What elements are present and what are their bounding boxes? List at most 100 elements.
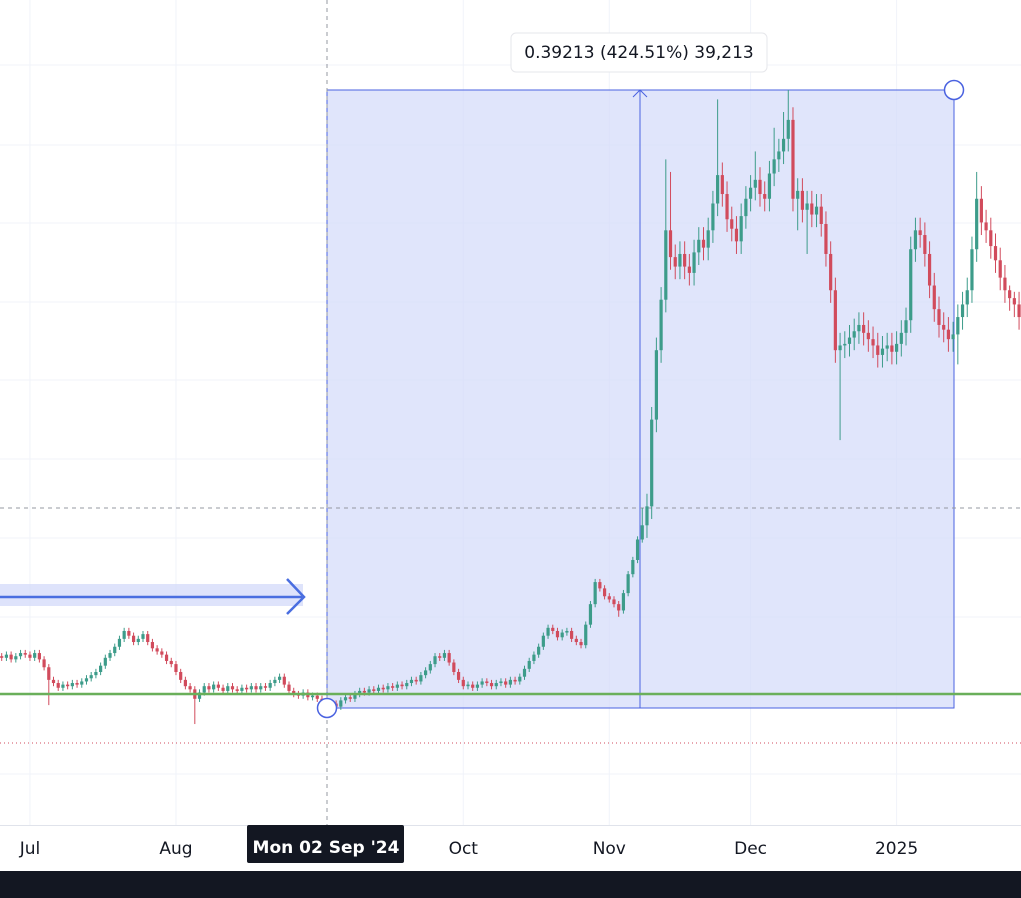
candle-body	[117, 638, 122, 647]
candle-body	[664, 230, 668, 300]
candle-body	[1008, 290, 1012, 299]
candle-body	[574, 638, 578, 643]
candle-body	[315, 695, 319, 699]
candle-body	[169, 660, 173, 665]
candle-body	[447, 653, 451, 663]
candle-body	[716, 175, 720, 204]
candle-body	[555, 630, 560, 638]
candle-body	[339, 700, 343, 707]
candle-body	[42, 659, 46, 668]
candle-body	[89, 675, 93, 679]
candle-body	[824, 223, 828, 254]
candle-body	[381, 687, 385, 690]
candle-body	[584, 624, 588, 646]
candle-body	[810, 203, 814, 215]
candle-body	[734, 228, 739, 242]
candle-body	[923, 235, 927, 254]
candle-body	[814, 206, 819, 215]
candle-body	[414, 679, 418, 682]
candle-body	[212, 684, 216, 690]
candle-body	[259, 686, 263, 690]
candle-body	[847, 337, 852, 344]
axis-labels: Jul Aug Oct Nov Dec 2025	[19, 839, 919, 859]
candle-body	[880, 348, 885, 355]
candle-body	[409, 679, 414, 684]
candle-body	[570, 630, 574, 639]
candle-body	[113, 646, 117, 654]
candle-body	[942, 324, 946, 330]
candle-body	[687, 266, 691, 273]
candle-body	[442, 653, 447, 658]
candle-body	[546, 627, 550, 636]
candle-body	[866, 332, 870, 340]
x-tick-label: Jul	[19, 839, 41, 859]
candle-body	[513, 679, 517, 682]
candle-body	[777, 151, 781, 160]
candle-body	[1003, 277, 1007, 291]
candle-body	[428, 664, 432, 671]
candle-body	[857, 324, 861, 332]
candle-body	[51, 679, 56, 684]
candle-body	[612, 599, 616, 605]
candle-body	[635, 539, 640, 560]
candle-body	[348, 697, 352, 699]
candle-body	[932, 285, 936, 310]
candle-body	[607, 596, 611, 600]
candle-body	[221, 687, 225, 691]
candle-body	[127, 630, 131, 636]
candle-body	[852, 331, 856, 338]
candle-body	[391, 686, 395, 688]
candle-body	[395, 684, 399, 688]
candle-body	[913, 230, 918, 250]
candle-body	[461, 679, 465, 687]
candle-body	[631, 559, 635, 575]
candle-body	[141, 634, 145, 639]
candle-body	[654, 350, 658, 420]
candle-body	[310, 695, 315, 698]
candle-body	[829, 253, 833, 291]
candle-body	[456, 671, 461, 680]
candle-body	[843, 343, 847, 346]
candle-body	[668, 230, 673, 258]
candle-body	[998, 260, 1002, 278]
candle-body	[946, 329, 951, 340]
candle-body	[37, 653, 41, 660]
candle-body	[701, 239, 706, 248]
bottom-bar	[0, 871, 1021, 898]
candle-body	[767, 173, 772, 199]
candle-body	[697, 239, 701, 253]
crosshair-label: Mon 02 Sep '24	[253, 838, 400, 858]
candle-body	[890, 345, 894, 352]
candle-body	[711, 203, 715, 231]
candle-body	[706, 230, 710, 248]
candle-body	[956, 317, 960, 335]
time-axis	[0, 825, 1021, 871]
candle-body	[424, 670, 428, 676]
candle-body	[725, 194, 729, 220]
candle-body	[918, 230, 922, 236]
candle-body	[400, 684, 404, 687]
candle-body	[565, 630, 569, 633]
measure-handle[interactable]	[943, 79, 965, 101]
candle-body	[763, 194, 767, 199]
candle-body	[989, 230, 993, 247]
candle-body	[659, 299, 663, 351]
measure-handle[interactable]	[316, 697, 338, 719]
candle-body	[386, 686, 390, 690]
candle-body	[277, 676, 282, 680]
candle-body	[75, 683, 79, 685]
candle-body	[602, 588, 607, 597]
candle-body	[772, 159, 776, 174]
candle-body	[160, 651, 164, 655]
candle-body	[730, 219, 734, 229]
candle-body	[650, 419, 654, 507]
candle-body	[70, 683, 74, 687]
candle-body	[640, 525, 644, 540]
candles	[0, 89, 1021, 725]
candle-body	[1017, 304, 1021, 318]
candle-body	[28, 654, 32, 658]
x-tick-label: 2025	[875, 839, 918, 859]
candle-body	[541, 635, 545, 647]
candle-body	[899, 332, 903, 344]
candle-body	[362, 690, 366, 693]
